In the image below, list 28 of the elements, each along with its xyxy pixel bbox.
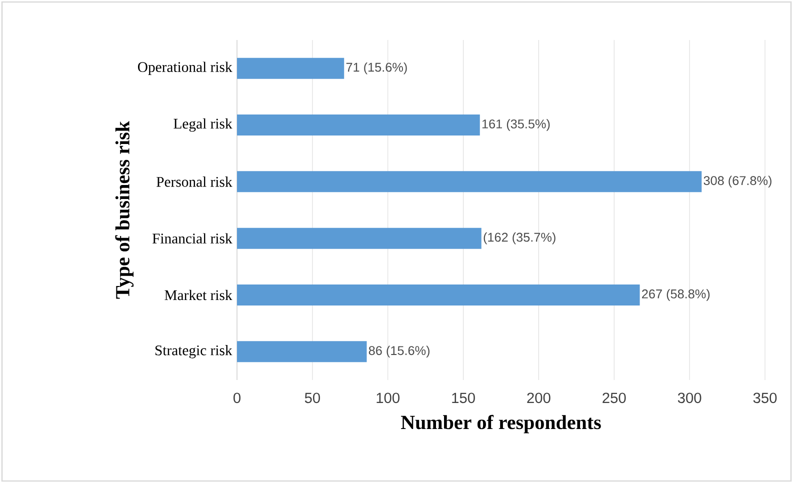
bar [237, 58, 344, 79]
y-tick-label: Operational risk [138, 62, 232, 75]
x-tick-label: 150 [452, 392, 475, 404]
data-label: 308 (67.8%) [704, 176, 772, 188]
y-tick-label: Market risk [164, 290, 232, 300]
x-tick-label: 350 [753, 392, 777, 404]
data-label: 267 (58.8%) [642, 289, 710, 301]
data-label: 86 (15.6%) [368, 346, 430, 358]
y-axis-title: Type of business risk [115, 121, 134, 299]
bar [237, 114, 480, 136]
y-tick-label: Financial risk [152, 233, 232, 244]
x-tick-label: 200 [527, 392, 550, 404]
x-axis-title: Number of respondents [401, 414, 601, 434]
data-label: 161 (35.5%) [482, 119, 550, 131]
x-tick-label: 50 [304, 392, 320, 404]
y-tick-label: Legal risk [174, 118, 232, 132]
y-tick-label: Strategic risk [155, 345, 232, 358]
bar [237, 341, 367, 362]
bar [237, 171, 702, 192]
x-tick-label: 300 [678, 392, 702, 404]
bar [237, 284, 640, 306]
bar [237, 228, 482, 249]
x-tick-label: 250 [602, 392, 626, 404]
x-tick-label: 100 [376, 392, 400, 404]
y-tick-label: Personal risk [156, 176, 232, 187]
data-label: 71 (15.6%) [346, 62, 407, 74]
x-tick-label: 0 [233, 392, 240, 404]
data-label: (162 (35.7%) [484, 232, 556, 244]
